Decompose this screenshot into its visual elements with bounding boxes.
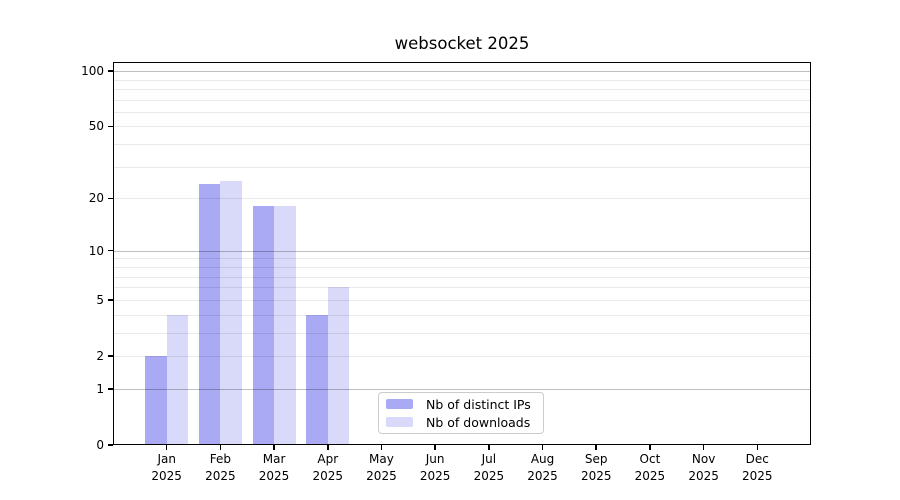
y-axis-tick — [108, 249, 113, 252]
x-axis-tick-label: Mar 2025 — [244, 451, 304, 484]
plot-area — [113, 62, 811, 445]
legend-swatch — [386, 398, 413, 410]
y-axis-tick-label: 0 — [96, 438, 104, 452]
x-axis-tick — [649, 445, 651, 450]
x-axis-tick-year: 2025 — [205, 468, 236, 483]
x-axis-tick-label: Dec 2025 — [727, 451, 787, 484]
x-axis-tick-label: Jul 2025 — [459, 451, 519, 484]
gridline-minor — [113, 166, 811, 168]
x-axis-tick — [327, 445, 329, 450]
gridline-minor — [113, 99, 811, 101]
bar-downloads — [274, 206, 296, 445]
gridline-minor — [113, 355, 811, 357]
x-axis-tick-year: 2025 — [473, 468, 505, 483]
y-axis-tick-label: 2 — [96, 348, 104, 363]
gridline-minor — [113, 299, 811, 301]
legend: Nb of distinct IPs Nb of downloads — [378, 392, 544, 434]
x-axis-tick-year: 2025 — [258, 468, 290, 483]
gridline-minor — [113, 287, 811, 289]
gridline-minor — [113, 258, 811, 260]
gridline-major — [113, 250, 811, 252]
gridline-minor — [113, 276, 811, 278]
x-axis-tick-year: 2025 — [688, 468, 719, 483]
y-axis-tick — [108, 444, 113, 446]
bar-distinct-ips — [306, 314, 328, 445]
y-axis-tick — [108, 125, 113, 128]
x-axis-tick-label: Aug 2025 — [513, 451, 573, 484]
legend-item: Nb of distinct IPs — [386, 397, 536, 412]
x-axis-tick-label: Nov 2025 — [674, 451, 734, 484]
legend-label: Nb of downloads — [426, 414, 531, 430]
gridline-major — [113, 71, 811, 73]
x-axis-tick — [541, 445, 544, 450]
x-axis-tick-year: 2025 — [312, 468, 344, 483]
gridline-minor — [113, 111, 811, 113]
x-axis-tick-year: 2025 — [366, 468, 397, 483]
x-axis-tick-year: 2025 — [580, 468, 612, 483]
gridline-minor — [113, 88, 811, 90]
x-axis-tick-year: 2025 — [419, 468, 451, 483]
x-axis-tick — [434, 445, 436, 450]
y-axis-tick-label: 1 — [96, 381, 104, 396]
y-axis-tick-label: 50 — [88, 119, 104, 134]
x-axis-tick — [273, 445, 275, 450]
y-axis-tick-label: 20 — [88, 191, 104, 206]
gridline-minor — [113, 314, 811, 316]
gridline-major — [113, 388, 811, 390]
x-axis-tick-year: 2025 — [527, 468, 558, 483]
y-axis-tick-label: 100 — [81, 64, 104, 79]
bar-downloads — [220, 181, 242, 445]
y-axis-tick-label: 5 — [96, 292, 104, 307]
x-axis-tick-label: Jan 2025 — [137, 451, 197, 484]
gridline-minor — [113, 332, 811, 334]
gridline-minor — [113, 144, 811, 146]
x-axis-tick — [380, 445, 383, 450]
x-axis-tick — [219, 445, 222, 450]
x-axis-tick — [165, 445, 168, 450]
legend-label: Nb of distinct IPs — [426, 396, 531, 412]
x-axis-tick — [488, 445, 490, 450]
legend-item: Nb of downloads — [386, 415, 536, 430]
x-axis-tick-label: Sep 2025 — [566, 451, 626, 484]
x-axis-tick-label: Apr 2025 — [298, 451, 358, 484]
x-axis-tick-label: Jun 2025 — [405, 451, 465, 484]
bar-distinct-ips — [145, 356, 167, 445]
y-axis-tick — [108, 299, 113, 301]
x-axis-tick-label: Oct 2025 — [620, 451, 680, 484]
gridline-minor — [113, 198, 811, 200]
bar-distinct-ips — [198, 184, 221, 445]
x-axis-tick-year: 2025 — [634, 468, 666, 483]
x-axis-tick — [702, 445, 705, 450]
x-axis-tick-year: 2025 — [151, 468, 182, 483]
gridline-minor — [113, 126, 811, 128]
y-axis-tick — [108, 70, 113, 72]
x-axis-tick — [595, 445, 597, 450]
gridline-minor — [113, 79, 811, 81]
chart-title: websocket 2025 — [394, 34, 530, 53]
y-axis-tick-label: 10 — [88, 243, 104, 258]
y-axis-tick — [108, 388, 113, 390]
x-axis-tick-label: Feb 2025 — [190, 451, 250, 484]
bar-distinct-ips — [252, 206, 275, 445]
legend-swatch — [386, 416, 413, 428]
bar-downloads — [166, 314, 189, 445]
bar-downloads — [327, 287, 350, 445]
x-axis-tick — [756, 445, 759, 450]
x-axis-tick-label: May 2025 — [351, 451, 411, 484]
x-axis-tick-year: 2025 — [742, 468, 773, 483]
y-axis-tick — [108, 197, 113, 200]
y-axis-tick — [108, 355, 113, 357]
gridline-minor — [113, 266, 811, 268]
